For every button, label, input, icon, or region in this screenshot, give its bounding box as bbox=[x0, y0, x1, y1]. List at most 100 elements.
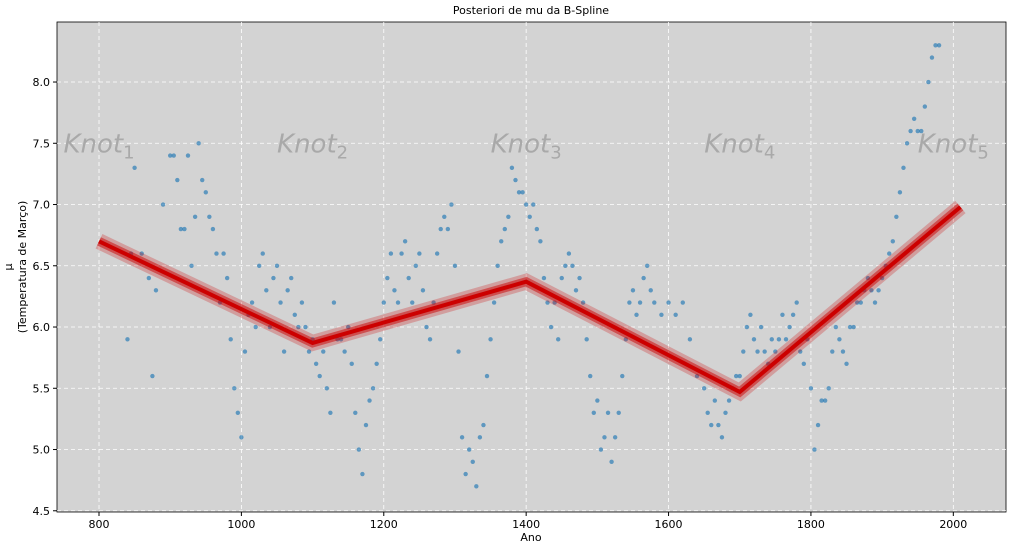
data-point bbox=[388, 251, 394, 256]
data-point bbox=[353, 410, 358, 415]
data-point bbox=[904, 141, 910, 146]
data-point bbox=[755, 349, 760, 354]
data-point bbox=[773, 349, 778, 354]
data-point bbox=[370, 386, 376, 391]
data-point bbox=[260, 251, 265, 256]
data-point bbox=[887, 251, 892, 256]
data-point bbox=[758, 324, 764, 330]
data-point bbox=[644, 263, 650, 268]
data-point bbox=[620, 373, 625, 379]
data-point bbox=[548, 324, 554, 330]
data-point bbox=[392, 288, 397, 293]
data-point bbox=[780, 312, 785, 317]
data-point bbox=[221, 251, 226, 256]
data-point bbox=[452, 263, 458, 268]
x-tick-label: 1000 bbox=[227, 518, 255, 531]
data-point bbox=[812, 447, 817, 452]
knot-text: Knot bbox=[63, 129, 123, 159]
data-point bbox=[506, 214, 511, 219]
data-point bbox=[819, 398, 824, 403]
data-point bbox=[467, 447, 472, 452]
data-point bbox=[438, 226, 443, 232]
data-point bbox=[801, 361, 807, 366]
data-point bbox=[292, 312, 297, 317]
knot-index: 5 bbox=[977, 142, 988, 163]
data-point bbox=[701, 386, 707, 391]
knot-text: Knot bbox=[491, 129, 551, 159]
data-point bbox=[872, 300, 878, 305]
data-point bbox=[641, 275, 646, 281]
data-point bbox=[762, 349, 767, 354]
data-point bbox=[499, 239, 504, 244]
data-point bbox=[719, 435, 725, 440]
data-point bbox=[787, 324, 792, 330]
data-point bbox=[474, 484, 479, 489]
data-point bbox=[534, 226, 540, 232]
data-point bbox=[160, 202, 166, 207]
data-point bbox=[919, 128, 924, 134]
data-point bbox=[178, 226, 184, 232]
data-point bbox=[588, 373, 593, 379]
data-point bbox=[424, 324, 429, 330]
data-point bbox=[855, 300, 860, 305]
data-point bbox=[381, 300, 386, 305]
data-point bbox=[502, 226, 508, 232]
data-point bbox=[541, 275, 547, 281]
data-point bbox=[680, 300, 685, 305]
data-point bbox=[281, 349, 287, 354]
data-point bbox=[815, 422, 821, 428]
data-point bbox=[566, 251, 572, 256]
data-point bbox=[367, 398, 372, 403]
data-point bbox=[153, 288, 159, 293]
data-point bbox=[705, 410, 710, 415]
data-point bbox=[897, 190, 903, 195]
data-point bbox=[616, 410, 621, 415]
data-point bbox=[926, 79, 931, 85]
data-point bbox=[253, 324, 258, 330]
data-point bbox=[922, 104, 928, 109]
data-point bbox=[538, 239, 543, 244]
data-point bbox=[652, 300, 657, 305]
data-point bbox=[929, 55, 935, 60]
data-point bbox=[139, 251, 144, 256]
data-point bbox=[299, 300, 305, 305]
y-axis-label: μ bbox=[2, 264, 15, 271]
x-tick-label: 1400 bbox=[512, 518, 540, 531]
data-point bbox=[509, 165, 515, 170]
data-point bbox=[901, 165, 906, 170]
data-point bbox=[591, 410, 596, 415]
data-point bbox=[420, 288, 426, 293]
knot-index: 1 bbox=[123, 142, 134, 163]
x-tick-label: 1600 bbox=[655, 518, 683, 531]
data-point bbox=[150, 373, 155, 379]
chart-title: Posteriori de mu da B-Spline bbox=[453, 4, 609, 17]
y-tick-label: 7.5 bbox=[33, 137, 51, 150]
y-tick-label: 6.5 bbox=[33, 260, 51, 273]
data-point bbox=[146, 275, 152, 281]
data-point bbox=[837, 337, 842, 342]
data-point bbox=[463, 471, 468, 477]
data-point bbox=[516, 190, 522, 195]
data-point bbox=[274, 263, 280, 268]
data-point bbox=[637, 300, 643, 305]
data-point bbox=[328, 410, 333, 415]
data-point bbox=[356, 447, 362, 452]
data-point bbox=[908, 128, 913, 134]
data-point bbox=[555, 337, 561, 342]
data-point bbox=[723, 410, 728, 415]
data-point bbox=[911, 116, 917, 121]
data-point bbox=[449, 202, 454, 207]
data-point bbox=[573, 288, 579, 293]
data-point bbox=[175, 177, 180, 183]
knot-index: 4 bbox=[764, 142, 775, 163]
data-point bbox=[520, 190, 525, 195]
data-point bbox=[826, 386, 831, 391]
data-point bbox=[264, 288, 269, 293]
data-point bbox=[289, 275, 294, 281]
data-point bbox=[559, 275, 564, 281]
data-point bbox=[242, 349, 248, 354]
data-point bbox=[844, 361, 849, 366]
data-point bbox=[271, 275, 276, 281]
data-point bbox=[712, 398, 718, 403]
data-point bbox=[239, 435, 244, 440]
